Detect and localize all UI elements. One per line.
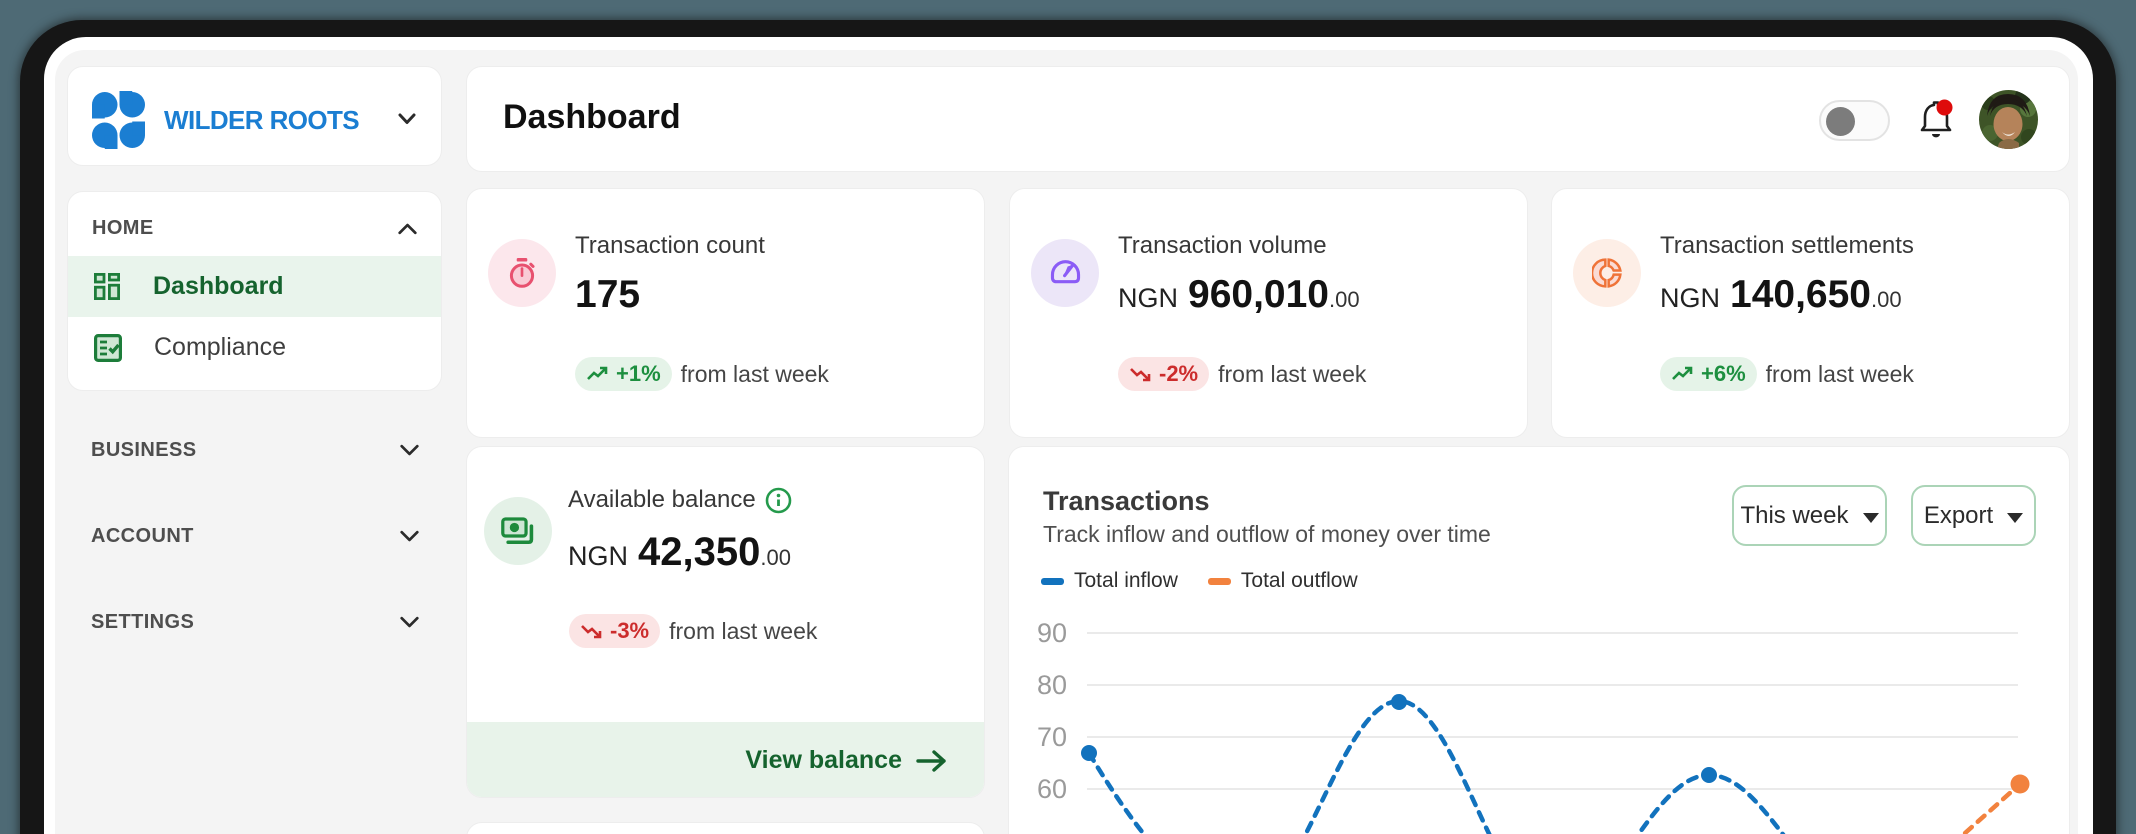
svg-text:60: 60 (1037, 774, 1067, 804)
svg-text:80: 80 (1037, 670, 1067, 700)
svg-text:90: 90 (1037, 618, 1067, 648)
svg-text:70: 70 (1037, 722, 1067, 752)
